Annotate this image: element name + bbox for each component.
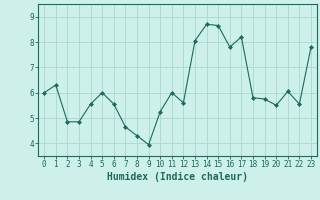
X-axis label: Humidex (Indice chaleur): Humidex (Indice chaleur)	[107, 172, 248, 182]
